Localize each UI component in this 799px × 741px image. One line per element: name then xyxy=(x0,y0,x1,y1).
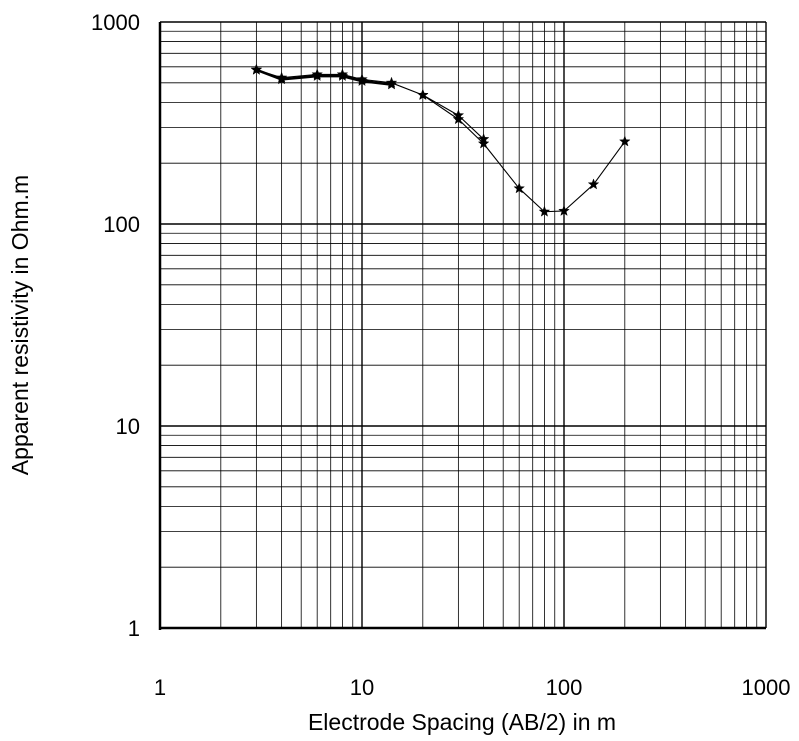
x-tick-label: 1 xyxy=(154,675,166,700)
series-group xyxy=(250,63,631,217)
data-point xyxy=(477,137,490,149)
x-tick-label: 100 xyxy=(546,675,583,700)
x-tick-label: 1000 xyxy=(742,675,791,700)
data-point xyxy=(356,73,368,85)
grid xyxy=(158,21,767,630)
data-point xyxy=(452,113,465,125)
y-tick-label: 10 xyxy=(116,414,140,439)
tick-labels: 1 10 100 1000 1 10 100 1000 xyxy=(91,10,790,700)
y-tick-label: 1 xyxy=(128,616,140,641)
data-point xyxy=(275,71,288,83)
data-point xyxy=(587,178,600,190)
data-point xyxy=(619,135,631,147)
data-point xyxy=(250,63,263,75)
data-point xyxy=(558,204,570,216)
data-point xyxy=(385,76,398,88)
data-point xyxy=(311,68,323,80)
series-line-1 xyxy=(255,68,392,86)
data-point xyxy=(513,182,525,194)
data-point xyxy=(538,205,551,217)
data-point xyxy=(417,88,429,100)
y-tick-label: 1000 xyxy=(91,10,140,35)
y-tick-label: 100 xyxy=(103,212,140,237)
data-point xyxy=(477,133,490,145)
data-point xyxy=(452,109,465,121)
data-point xyxy=(336,68,349,80)
x-tick-label: 10 xyxy=(350,675,374,700)
x-axis-title: Electrode Spacing (AB/2) in m xyxy=(308,709,616,735)
series-line-2 xyxy=(256,69,626,213)
y-axis-title: Apparent resistivity in Ohm.m xyxy=(7,175,33,475)
